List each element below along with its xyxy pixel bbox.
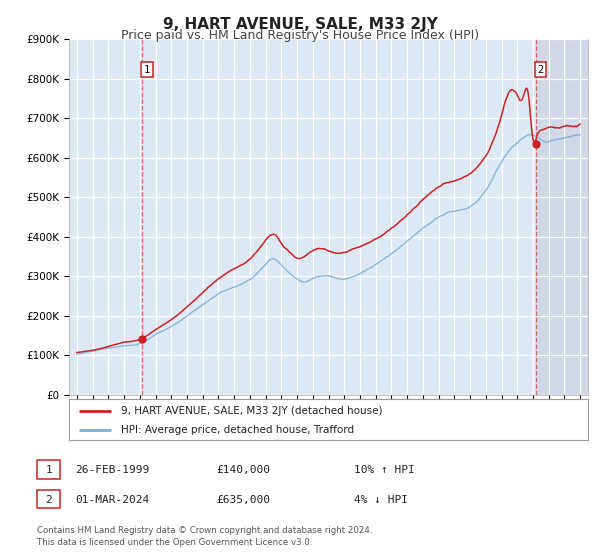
Text: 9, HART AVENUE, SALE, M33 2JY (detached house): 9, HART AVENUE, SALE, M33 2JY (detached …	[121, 405, 382, 416]
Text: Contains HM Land Registry data © Crown copyright and database right 2024.: Contains HM Land Registry data © Crown c…	[37, 526, 373, 535]
Text: HPI: Average price, detached house, Trafford: HPI: Average price, detached house, Traf…	[121, 424, 354, 435]
Text: 10% ↑ HPI: 10% ↑ HPI	[354, 465, 415, 475]
Text: £140,000: £140,000	[216, 465, 270, 475]
Text: 01-MAR-2024: 01-MAR-2024	[75, 494, 149, 505]
Bar	[536, 39, 588, 395]
Text: 2: 2	[45, 494, 52, 505]
Text: 2: 2	[538, 65, 544, 75]
Text: This data is licensed under the Open Government Licence v3.0.: This data is licensed under the Open Gov…	[37, 538, 313, 547]
Text: 26-FEB-1999: 26-FEB-1999	[75, 465, 149, 475]
Text: 4% ↓ HPI: 4% ↓ HPI	[354, 494, 408, 505]
Text: 1: 1	[144, 65, 150, 75]
Text: £635,000: £635,000	[216, 494, 270, 505]
Text: Price paid vs. HM Land Registry's House Price Index (HPI): Price paid vs. HM Land Registry's House …	[121, 29, 479, 42]
Text: 1: 1	[45, 465, 52, 475]
Text: 9, HART AVENUE, SALE, M33 2JY: 9, HART AVENUE, SALE, M33 2JY	[163, 17, 437, 32]
